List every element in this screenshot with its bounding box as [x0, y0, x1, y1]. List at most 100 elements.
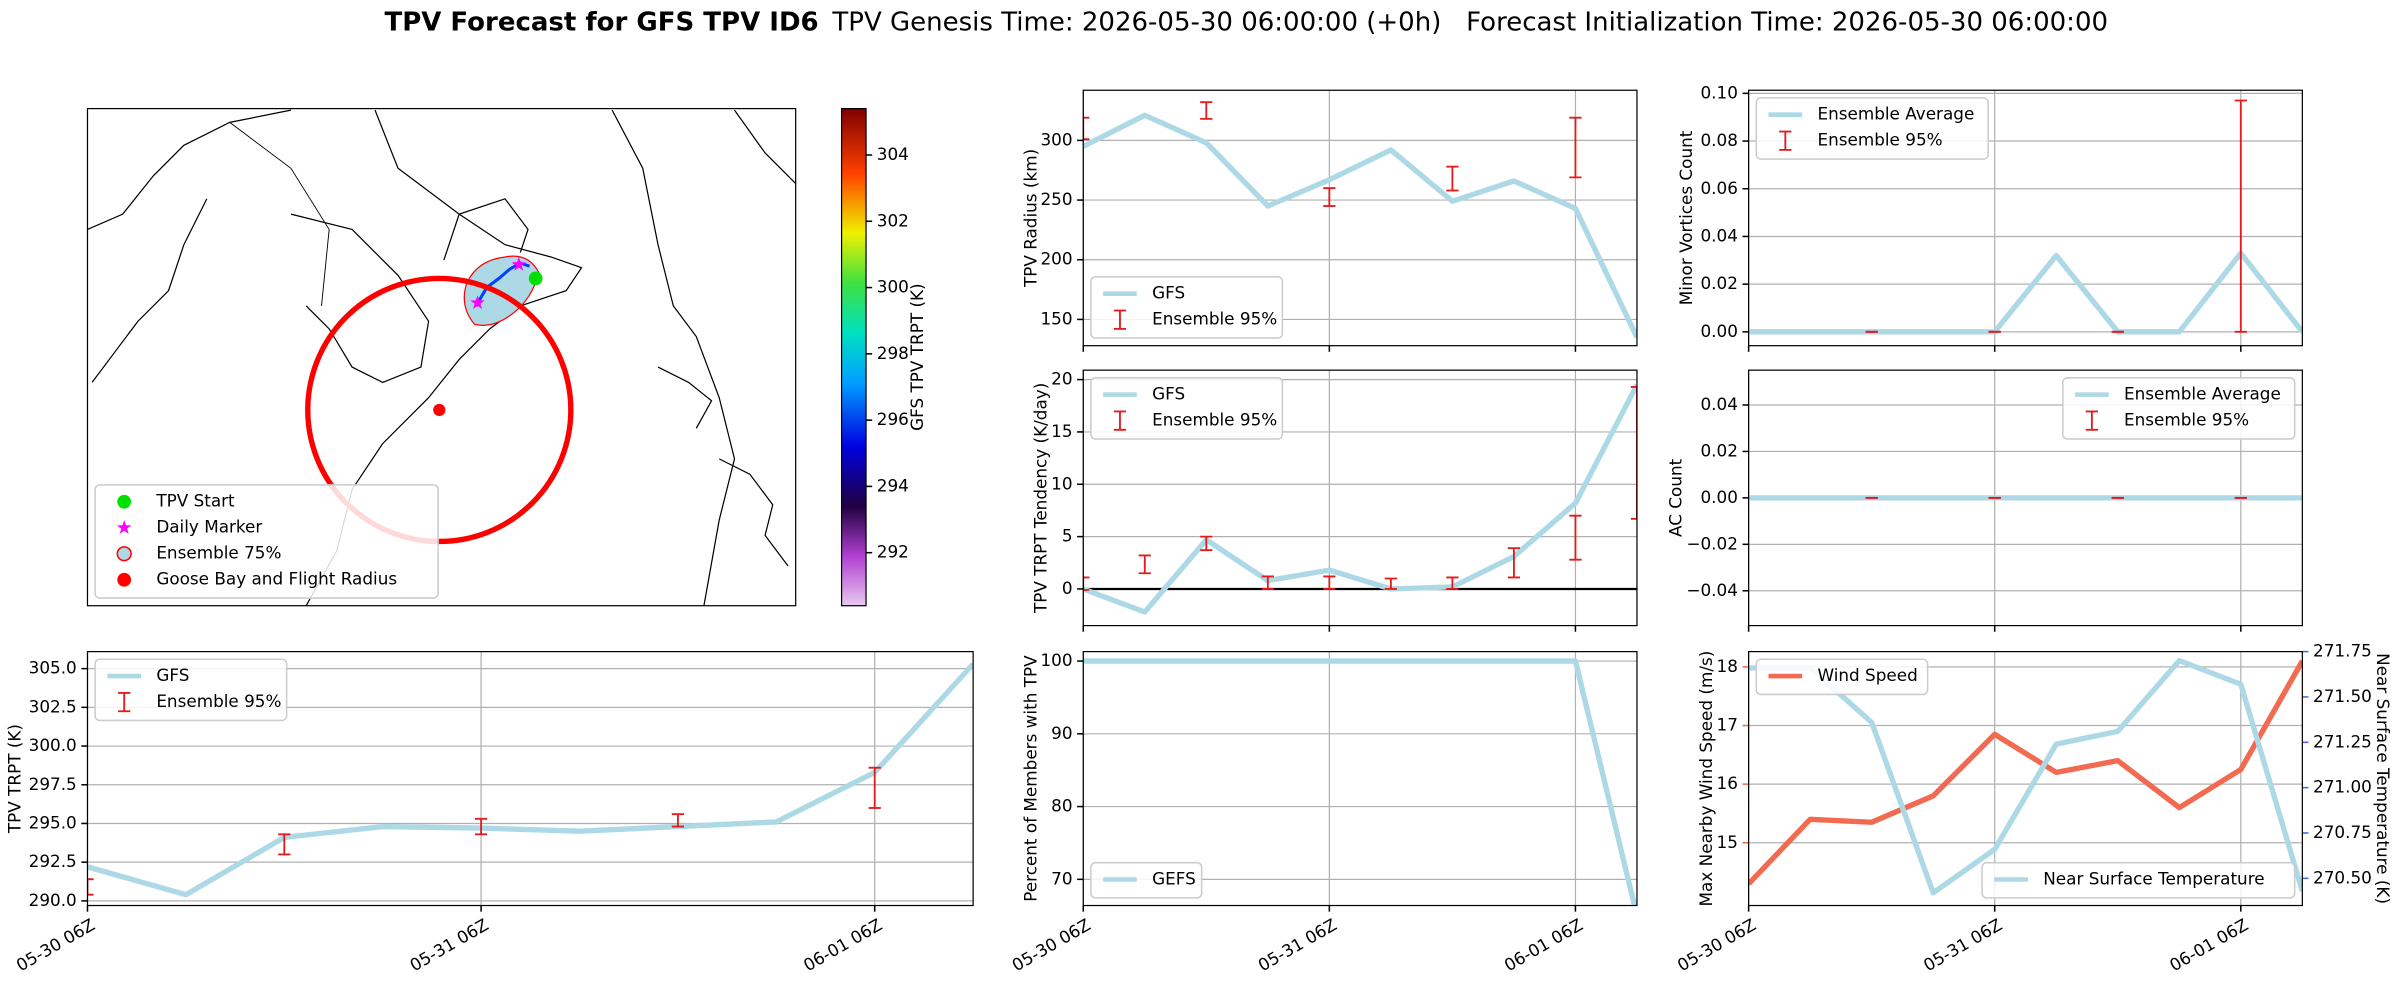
- legend-label: Goose Bay and Flight Radius: [156, 569, 397, 589]
- y-tick-label: 17: [1717, 714, 1738, 734]
- x-tick-label: 06-01 06Z: [1501, 914, 1586, 975]
- axes-frame: [1082, 650, 1638, 907]
- y-tick-label: 5: [1062, 526, 1073, 546]
- y-tick-label: 300.0: [29, 735, 77, 755]
- subtitle: TPV Genesis Time: 2026-05-30 06:00:00 (+…: [831, 7, 2108, 37]
- legend-label: GFS: [1152, 384, 1185, 404]
- legend-label: Wind Speed: [1817, 665, 1917, 685]
- y-tick-label: 20: [1051, 369, 1072, 389]
- legend-box: [1755, 658, 1929, 696]
- plot-area: [87, 662, 974, 898]
- y-tick-label: 10: [1051, 473, 1072, 493]
- legend-label: GFS: [1152, 283, 1185, 303]
- coastline: [657, 366, 713, 429]
- legend-box: [1090, 377, 1284, 440]
- y-tick-label: 292.5: [29, 851, 77, 871]
- tpv-start: [528, 271, 543, 286]
- y-tick-label: −0.02: [1686, 533, 1738, 553]
- y-axis-label: Minor Vortices Count: [1676, 130, 1696, 305]
- y-axis-label: TPV TRPT Tendency (K/day): [1031, 383, 1051, 614]
- y-tick-label: 0.02: [1700, 440, 1737, 460]
- series-line: [1083, 112, 1637, 339]
- axes-frame: [1748, 369, 2303, 627]
- colorbar-tick-label: 294: [877, 475, 909, 495]
- y-tick-label: −0.04: [1686, 580, 1738, 600]
- y-axis-label: TPV TRPT (K): [5, 724, 25, 834]
- y-tick-label: 0: [1062, 578, 1073, 598]
- x-tick-label: 05-31 06Z: [1920, 914, 2005, 975]
- legend-label: GEFS: [1152, 869, 1196, 889]
- colorbar-label: GFS TPV TRPT (K): [907, 283, 927, 431]
- coastline: [611, 109, 736, 606]
- border-line: [229, 122, 330, 306]
- daily-marker: [511, 256, 527, 271]
- x-tick-label: 06-01 06Z: [2166, 914, 2251, 975]
- plot-area: [1083, 101, 1637, 339]
- y-tick-label: 16: [1717, 773, 1738, 793]
- legend-box: [94, 658, 288, 722]
- colorbar: [840, 107, 867, 607]
- legend-label: Ensemble 75%: [156, 543, 281, 563]
- legend-label: Ensemble 95%: [1152, 410, 1277, 430]
- series-line: [1083, 658, 1637, 906]
- y2-tick-label: 271.50: [2313, 686, 2372, 706]
- plot-area: [1083, 658, 1637, 906]
- y2-tick-label: 271.25: [2313, 731, 2372, 751]
- y2-tick-label: 270.50: [2313, 867, 2372, 887]
- legend-label: Ensemble 95%: [1152, 309, 1277, 329]
- series-line: [1748, 657, 2303, 896]
- axes-frame: [1082, 89, 1638, 347]
- colorbar-tick-label: 304: [877, 144, 909, 164]
- series-line: [1748, 250, 2303, 335]
- legend-label: Ensemble 95%: [156, 691, 281, 711]
- y-tick-label: 70: [1051, 868, 1072, 888]
- legend-label: GFS: [156, 665, 189, 685]
- y-tick-label: 0.10: [1700, 82, 1737, 102]
- axes-frame: [1082, 369, 1638, 627]
- y2-tick-label: 271.75: [2313, 641, 2372, 661]
- plot-area: [1083, 383, 1637, 615]
- flight-radius: [305, 275, 574, 545]
- y-axis-label: Percent of Members with TPV: [1021, 655, 1041, 902]
- y-tick-label: 18: [1717, 656, 1738, 676]
- legend-label: Ensemble Average: [2124, 384, 2281, 404]
- legend-label: Ensemble Average: [1817, 104, 1974, 124]
- y2-tick-label: 271.00: [2313, 777, 2372, 797]
- legend-box: [1981, 861, 2296, 899]
- y-tick-label: 100: [1040, 650, 1072, 670]
- y2-tick-label: 270.75: [2313, 822, 2372, 842]
- legend-label: Near Surface Temperature: [2043, 869, 2264, 889]
- y-tick-label: 90: [1051, 723, 1072, 743]
- y-tick-label: 295.0: [29, 812, 77, 832]
- y2-axis-label: Near Surface Temperature (K): [2373, 653, 2393, 904]
- y-tick-label: 0.00: [1700, 487, 1737, 507]
- map-frame: [86, 107, 797, 607]
- y-tick-label: 302.5: [29, 696, 77, 716]
- y-tick-label: 0.06: [1700, 178, 1737, 198]
- legend-marker: [117, 572, 132, 587]
- colorbar-tick-label: 296: [877, 409, 909, 429]
- y-tick-label: 250: [1040, 189, 1072, 209]
- y-tick-label: 80: [1051, 796, 1072, 816]
- y-tick-label: 0.02: [1700, 273, 1737, 293]
- coastline: [87, 109, 292, 231]
- legend-label: Ensemble 95%: [2124, 410, 2249, 430]
- legend-marker: [116, 520, 132, 534]
- x-tick-label: 05-30 06Z: [1008, 914, 1093, 975]
- y-axis-label: Max Nearby Wind Speed (m/s): [1696, 651, 1716, 907]
- colorbar-tick-label: 302: [877, 210, 909, 230]
- y-tick-label: 290.0: [29, 890, 77, 910]
- legend-label: Ensemble 95%: [1817, 130, 1942, 150]
- x-tick-label: 05-31 06Z: [406, 914, 491, 975]
- series-line: [1748, 659, 2303, 886]
- colorbar-tick-label: 292: [877, 542, 909, 562]
- legend-box: [1090, 276, 1284, 339]
- x-tick-label: 05-31 06Z: [1255, 914, 1340, 975]
- axes-frame: [1748, 89, 2303, 347]
- goose-bay: [433, 403, 446, 417]
- coastline: [443, 198, 529, 261]
- x-tick-label: 05-30 06Z: [1674, 914, 1759, 975]
- y-tick-label: 305.0: [29, 658, 77, 678]
- legend-marker: [116, 546, 132, 562]
- series-line: [87, 662, 974, 898]
